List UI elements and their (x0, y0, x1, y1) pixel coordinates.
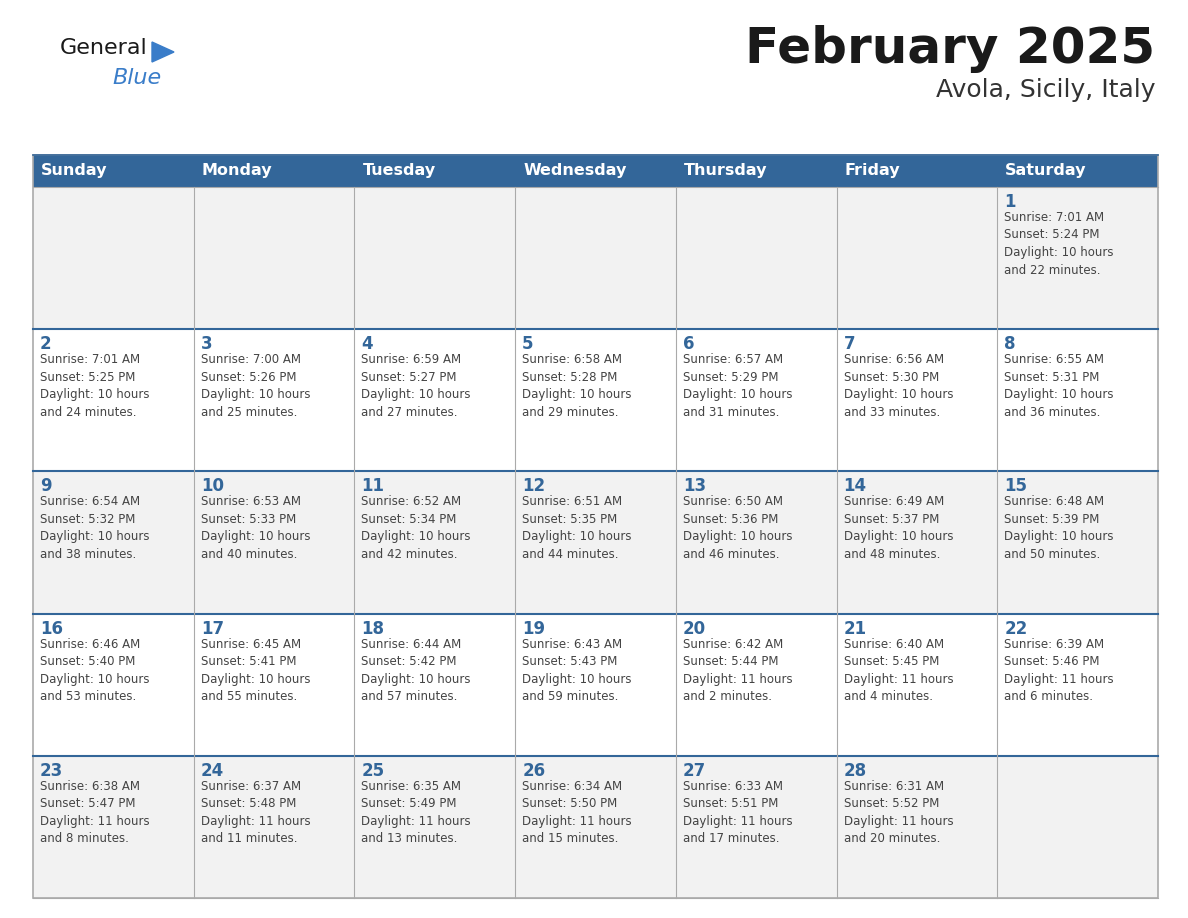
Text: 20: 20 (683, 620, 706, 638)
Text: Avola, Sicily, Italy: Avola, Sicily, Italy (935, 78, 1155, 102)
Text: 24: 24 (201, 762, 225, 779)
Bar (33, 155, 1158, 187)
Text: 19: 19 (523, 620, 545, 638)
Text: Wednesday: Wednesday (523, 163, 626, 178)
Text: Sunrise: 6:38 AM
Sunset: 5:47 PM
Daylight: 11 hours
and 8 minutes.: Sunrise: 6:38 AM Sunset: 5:47 PM Dayligh… (40, 779, 150, 845)
Text: Tuesday: Tuesday (362, 163, 436, 178)
Text: Sunrise: 6:54 AM
Sunset: 5:32 PM
Daylight: 10 hours
and 38 minutes.: Sunrise: 6:54 AM Sunset: 5:32 PM Dayligh… (40, 496, 150, 561)
Text: Sunrise: 6:44 AM
Sunset: 5:42 PM
Daylight: 10 hours
and 57 minutes.: Sunrise: 6:44 AM Sunset: 5:42 PM Dayligh… (361, 638, 470, 703)
Text: Thursday: Thursday (684, 163, 767, 178)
Text: February 2025: February 2025 (745, 25, 1155, 73)
Text: 3: 3 (201, 335, 213, 353)
Text: 28: 28 (843, 762, 867, 779)
Text: 1: 1 (1004, 193, 1016, 211)
Text: 8: 8 (1004, 335, 1016, 353)
Text: 27: 27 (683, 762, 706, 779)
Text: 9: 9 (40, 477, 51, 496)
Text: Sunrise: 6:58 AM
Sunset: 5:28 PM
Daylight: 10 hours
and 29 minutes.: Sunrise: 6:58 AM Sunset: 5:28 PM Dayligh… (523, 353, 632, 419)
Text: 6: 6 (683, 335, 694, 353)
Bar (33, 613, 1158, 756)
Text: Sunrise: 6:50 AM
Sunset: 5:36 PM
Daylight: 10 hours
and 46 minutes.: Sunrise: 6:50 AM Sunset: 5:36 PM Dayligh… (683, 496, 792, 561)
Text: 14: 14 (843, 477, 867, 496)
Text: 25: 25 (361, 762, 385, 779)
Text: Sunrise: 6:35 AM
Sunset: 5:49 PM
Daylight: 11 hours
and 13 minutes.: Sunrise: 6:35 AM Sunset: 5:49 PM Dayligh… (361, 779, 472, 845)
Text: Sunrise: 6:40 AM
Sunset: 5:45 PM
Daylight: 11 hours
and 4 minutes.: Sunrise: 6:40 AM Sunset: 5:45 PM Dayligh… (843, 638, 953, 703)
Text: 16: 16 (40, 620, 63, 638)
Bar (33, 756, 1158, 898)
Text: 12: 12 (523, 477, 545, 496)
Text: Sunrise: 6:52 AM
Sunset: 5:34 PM
Daylight: 10 hours
and 42 minutes.: Sunrise: 6:52 AM Sunset: 5:34 PM Dayligh… (361, 496, 470, 561)
Text: Saturday: Saturday (1005, 163, 1087, 178)
Text: Sunrise: 6:57 AM
Sunset: 5:29 PM
Daylight: 10 hours
and 31 minutes.: Sunrise: 6:57 AM Sunset: 5:29 PM Dayligh… (683, 353, 792, 419)
Text: 5: 5 (523, 335, 533, 353)
Text: Sunday: Sunday (42, 163, 107, 178)
Text: Sunrise: 6:49 AM
Sunset: 5:37 PM
Daylight: 10 hours
and 48 minutes.: Sunrise: 6:49 AM Sunset: 5:37 PM Dayligh… (843, 496, 953, 561)
Text: Sunrise: 6:43 AM
Sunset: 5:43 PM
Daylight: 10 hours
and 59 minutes.: Sunrise: 6:43 AM Sunset: 5:43 PM Dayligh… (523, 638, 632, 703)
Text: Friday: Friday (845, 163, 901, 178)
Text: Sunrise: 6:55 AM
Sunset: 5:31 PM
Daylight: 10 hours
and 36 minutes.: Sunrise: 6:55 AM Sunset: 5:31 PM Dayligh… (1004, 353, 1114, 419)
Text: 26: 26 (523, 762, 545, 779)
Text: Sunrise: 6:37 AM
Sunset: 5:48 PM
Daylight: 11 hours
and 11 minutes.: Sunrise: 6:37 AM Sunset: 5:48 PM Dayligh… (201, 779, 310, 845)
Text: 23: 23 (40, 762, 63, 779)
Text: General: General (61, 38, 147, 58)
Text: 11: 11 (361, 477, 385, 496)
Text: Sunrise: 6:56 AM
Sunset: 5:30 PM
Daylight: 10 hours
and 33 minutes.: Sunrise: 6:56 AM Sunset: 5:30 PM Dayligh… (843, 353, 953, 419)
Text: 18: 18 (361, 620, 385, 638)
Text: Sunrise: 6:48 AM
Sunset: 5:39 PM
Daylight: 10 hours
and 50 minutes.: Sunrise: 6:48 AM Sunset: 5:39 PM Dayligh… (1004, 496, 1114, 561)
Bar (33, 330, 1158, 472)
Text: 15: 15 (1004, 477, 1028, 496)
Text: Sunrise: 6:46 AM
Sunset: 5:40 PM
Daylight: 10 hours
and 53 minutes.: Sunrise: 6:46 AM Sunset: 5:40 PM Dayligh… (40, 638, 150, 703)
Text: 13: 13 (683, 477, 706, 496)
Text: Sunrise: 7:01 AM
Sunset: 5:24 PM
Daylight: 10 hours
and 22 minutes.: Sunrise: 7:01 AM Sunset: 5:24 PM Dayligh… (1004, 211, 1114, 276)
Text: Sunrise: 6:59 AM
Sunset: 5:27 PM
Daylight: 10 hours
and 27 minutes.: Sunrise: 6:59 AM Sunset: 5:27 PM Dayligh… (361, 353, 470, 419)
Text: Sunrise: 7:00 AM
Sunset: 5:26 PM
Daylight: 10 hours
and 25 minutes.: Sunrise: 7:00 AM Sunset: 5:26 PM Dayligh… (201, 353, 310, 419)
Bar (33, 155, 1158, 898)
Text: Sunrise: 6:51 AM
Sunset: 5:35 PM
Daylight: 10 hours
and 44 minutes.: Sunrise: 6:51 AM Sunset: 5:35 PM Dayligh… (523, 496, 632, 561)
Text: Sunrise: 7:01 AM
Sunset: 5:25 PM
Daylight: 10 hours
and 24 minutes.: Sunrise: 7:01 AM Sunset: 5:25 PM Dayligh… (40, 353, 150, 419)
Text: Sunrise: 6:34 AM
Sunset: 5:50 PM
Daylight: 11 hours
and 15 minutes.: Sunrise: 6:34 AM Sunset: 5:50 PM Dayligh… (523, 779, 632, 845)
Text: Monday: Monday (202, 163, 272, 178)
Text: 17: 17 (201, 620, 223, 638)
Text: Sunrise: 6:42 AM
Sunset: 5:44 PM
Daylight: 11 hours
and 2 minutes.: Sunrise: 6:42 AM Sunset: 5:44 PM Dayligh… (683, 638, 792, 703)
Bar (33, 187, 1158, 330)
Text: 21: 21 (843, 620, 867, 638)
Text: 7: 7 (843, 335, 855, 353)
Text: 10: 10 (201, 477, 223, 496)
Text: Blue: Blue (112, 68, 162, 88)
Text: Sunrise: 6:39 AM
Sunset: 5:46 PM
Daylight: 11 hours
and 6 minutes.: Sunrise: 6:39 AM Sunset: 5:46 PM Dayligh… (1004, 638, 1114, 703)
Text: 22: 22 (1004, 620, 1028, 638)
Text: 2: 2 (40, 335, 51, 353)
Text: Sunrise: 6:31 AM
Sunset: 5:52 PM
Daylight: 11 hours
and 20 minutes.: Sunrise: 6:31 AM Sunset: 5:52 PM Dayligh… (843, 779, 953, 845)
Text: Sunrise: 6:53 AM
Sunset: 5:33 PM
Daylight: 10 hours
and 40 minutes.: Sunrise: 6:53 AM Sunset: 5:33 PM Dayligh… (201, 496, 310, 561)
Text: 4: 4 (361, 335, 373, 353)
Text: Sunrise: 6:45 AM
Sunset: 5:41 PM
Daylight: 10 hours
and 55 minutes.: Sunrise: 6:45 AM Sunset: 5:41 PM Dayligh… (201, 638, 310, 703)
Bar (33, 472, 1158, 613)
Text: Sunrise: 6:33 AM
Sunset: 5:51 PM
Daylight: 11 hours
and 17 minutes.: Sunrise: 6:33 AM Sunset: 5:51 PM Dayligh… (683, 779, 792, 845)
Polygon shape (152, 42, 173, 62)
